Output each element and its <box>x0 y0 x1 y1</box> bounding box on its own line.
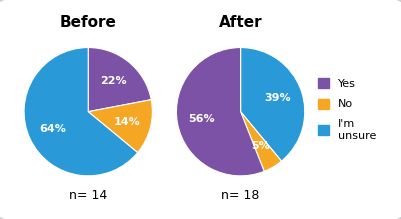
Text: n= 14: n= 14 <box>69 189 107 202</box>
Text: 56%: 56% <box>188 114 215 124</box>
Title: After: After <box>219 15 262 30</box>
Text: 39%: 39% <box>265 93 292 103</box>
Title: Before: Before <box>60 15 117 30</box>
Text: 64%: 64% <box>39 124 66 134</box>
Wedge shape <box>24 48 138 176</box>
Text: 22%: 22% <box>100 76 127 86</box>
Text: n= 18: n= 18 <box>221 189 260 202</box>
Wedge shape <box>241 112 282 171</box>
Text: 5%: 5% <box>251 141 270 151</box>
Legend: Yes, No, I'm
unsure: Yes, No, I'm unsure <box>318 78 377 141</box>
Wedge shape <box>88 48 151 112</box>
Wedge shape <box>88 100 152 153</box>
Text: 14%: 14% <box>113 117 140 127</box>
Wedge shape <box>176 48 264 176</box>
Wedge shape <box>241 48 305 161</box>
